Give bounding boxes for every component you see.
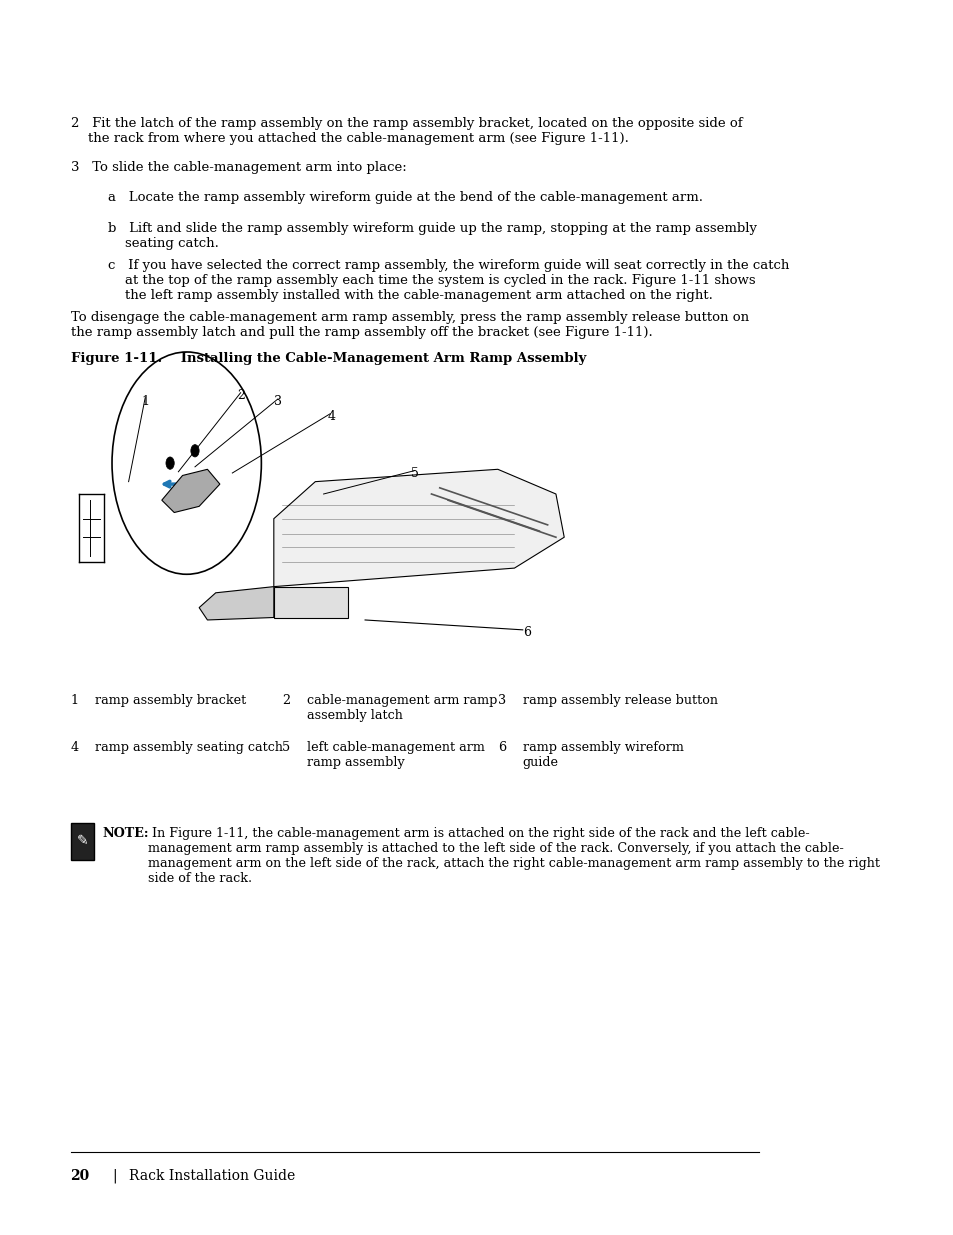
FancyBboxPatch shape: [71, 823, 93, 860]
Text: 2   Fit the latch of the ramp assembly on the ramp assembly bracket, located on : 2 Fit the latch of the ramp assembly on …: [71, 117, 741, 146]
Text: 1: 1: [141, 395, 149, 408]
Text: 3: 3: [497, 694, 505, 708]
Text: 6: 6: [497, 741, 505, 755]
Text: To disengage the cable-management arm ramp assembly, press the ramp assembly rel: To disengage the cable-management arm ra…: [71, 311, 748, 340]
Text: Figure 1-11.    Installing the Cable-Management Arm Ramp Assembly: Figure 1-11. Installing the Cable-Manage…: [71, 352, 585, 366]
Text: left cable-management arm
ramp assembly: left cable-management arm ramp assembly: [307, 741, 484, 769]
Text: c   If you have selected the correct ramp assembly, the wireform guide will seat: c If you have selected the correct ramp …: [108, 259, 788, 303]
Text: 2: 2: [282, 694, 290, 708]
Polygon shape: [274, 587, 348, 618]
Circle shape: [191, 445, 199, 457]
Text: 3: 3: [274, 395, 282, 408]
Text: a   Locate the ramp assembly wireform guide at the bend of the cable-management : a Locate the ramp assembly wireform guid…: [108, 191, 702, 205]
Text: ✎: ✎: [76, 834, 88, 848]
Text: NOTE:: NOTE:: [102, 827, 149, 841]
Text: cable-management arm ramp
assembly latch: cable-management arm ramp assembly latch: [307, 694, 497, 722]
Text: 1: 1: [71, 694, 78, 708]
Text: 20: 20: [71, 1168, 90, 1183]
Text: 4: 4: [328, 410, 335, 422]
Text: ramp assembly wireform
guide: ramp assembly wireform guide: [522, 741, 683, 769]
Text: ramp assembly seating catch: ramp assembly seating catch: [95, 741, 283, 755]
Text: 2: 2: [236, 389, 244, 401]
Polygon shape: [199, 587, 274, 620]
Text: 5: 5: [411, 467, 418, 479]
Polygon shape: [274, 469, 563, 587]
Text: ramp assembly bracket: ramp assembly bracket: [95, 694, 247, 708]
Text: 4: 4: [71, 741, 78, 755]
Polygon shape: [162, 469, 219, 513]
Text: ramp assembly release button: ramp assembly release button: [522, 694, 717, 708]
Text: In Figure 1-11, the cable-management arm is attached on the right side of the ra: In Figure 1-11, the cable-management arm…: [148, 827, 879, 885]
Text: 6: 6: [522, 626, 530, 638]
Text: Rack Installation Guide: Rack Installation Guide: [129, 1168, 294, 1183]
Text: 3   To slide the cable-management arm into place:: 3 To slide the cable-management arm into…: [71, 161, 406, 174]
Text: |: |: [112, 1168, 116, 1183]
Circle shape: [166, 457, 174, 469]
Text: b   Lift and slide the ramp assembly wireform guide up the ramp, stopping at the: b Lift and slide the ramp assembly wiref…: [108, 222, 756, 251]
Text: 5: 5: [282, 741, 290, 755]
